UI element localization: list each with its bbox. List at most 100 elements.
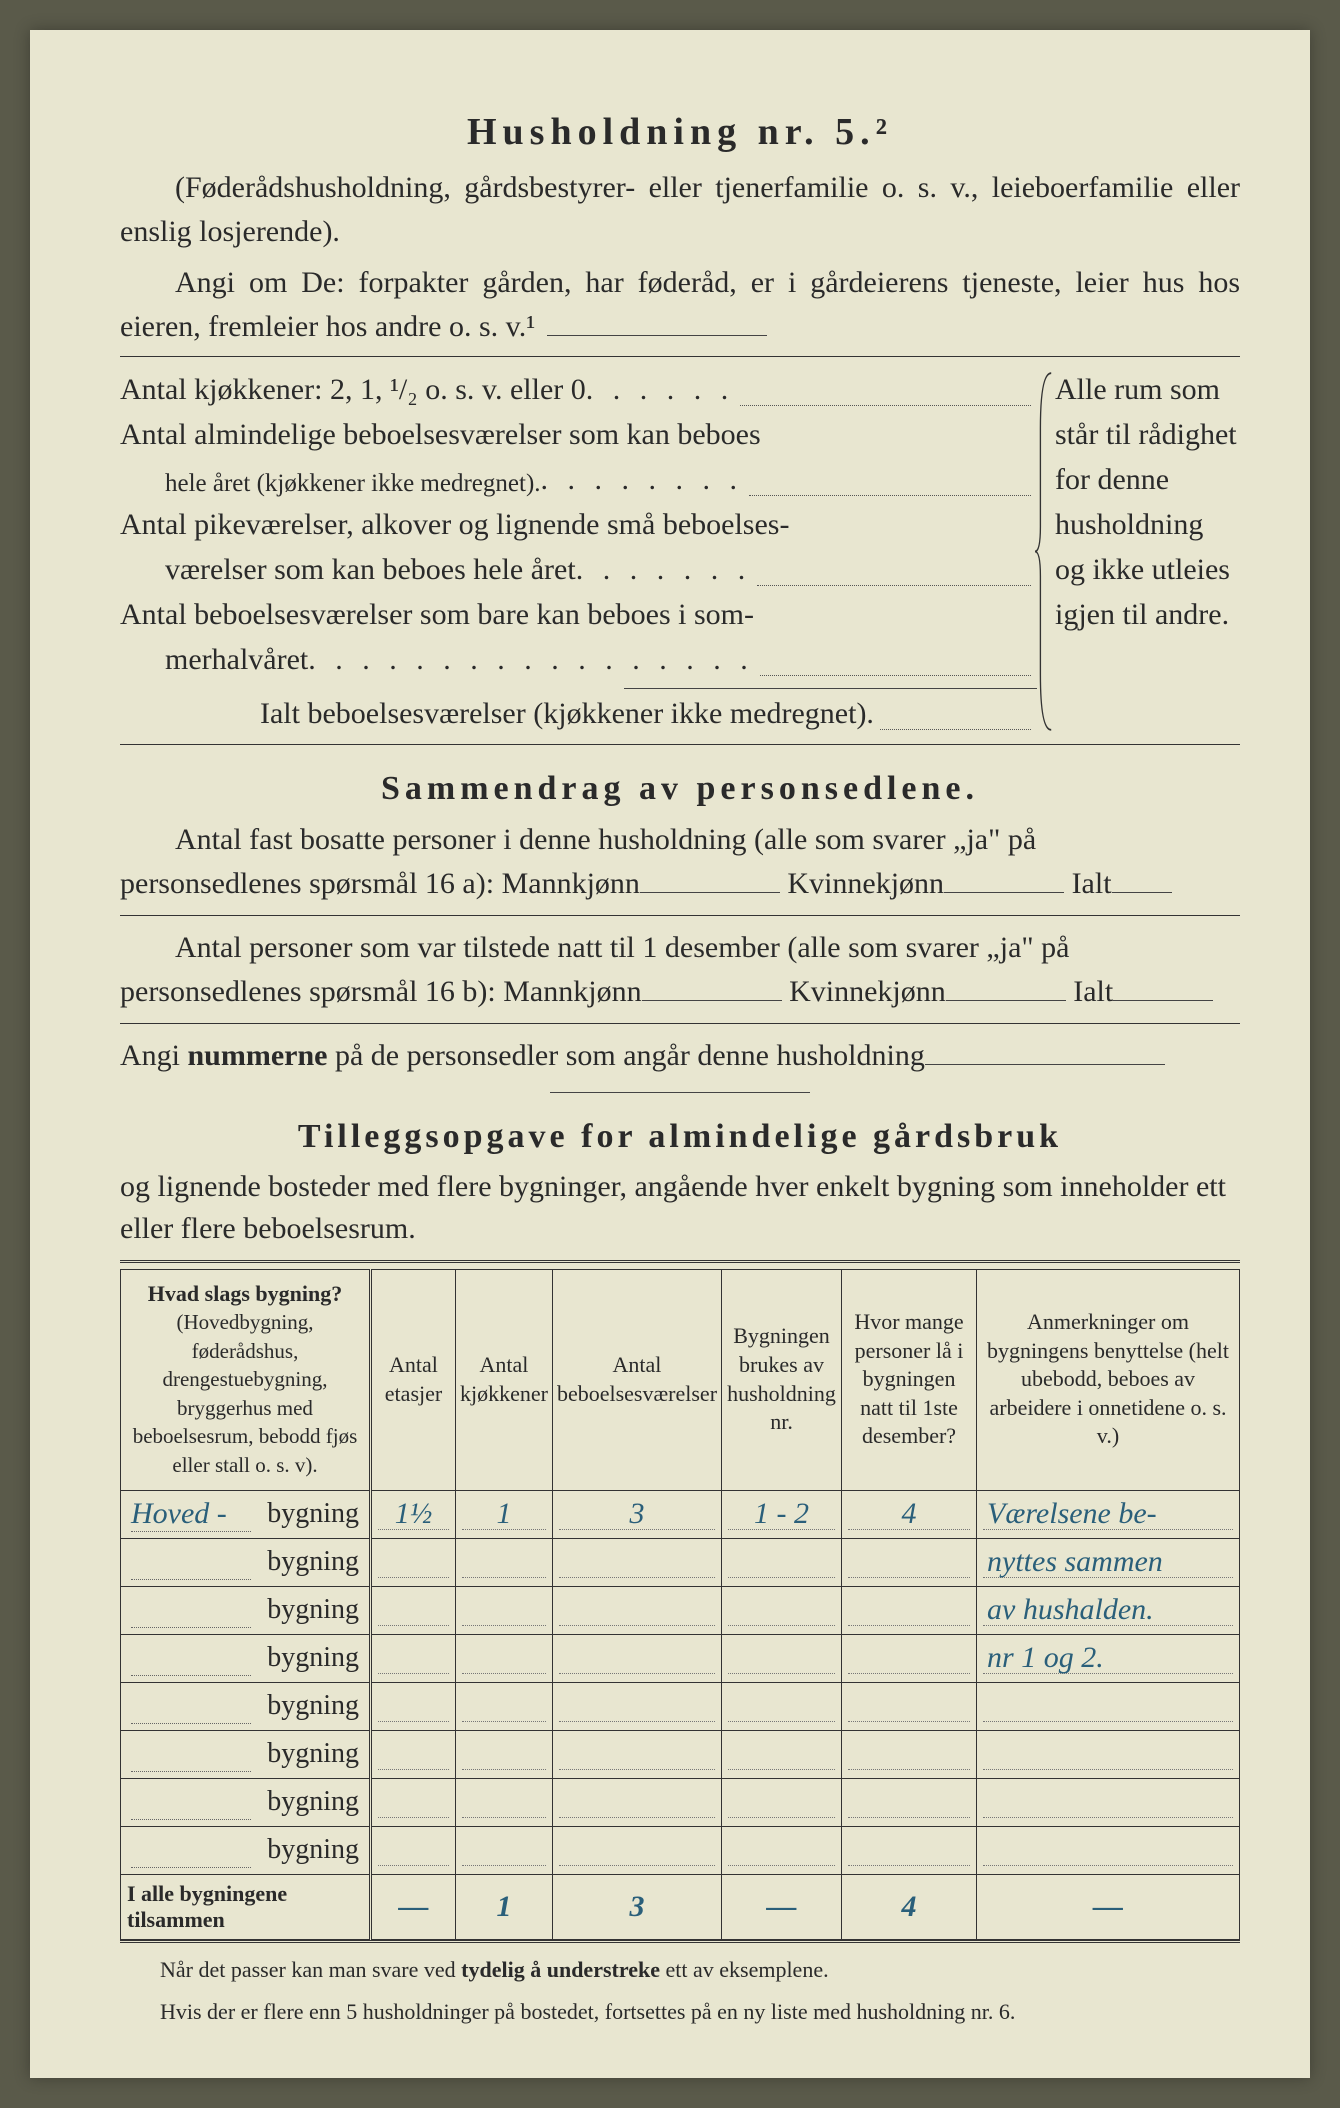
totals-hushold: — (722, 1874, 842, 1939)
footnote-2: Hvis der er flere enn 5 husholdninger på… (120, 1997, 1240, 2028)
hushold-cell (722, 1586, 842, 1634)
kjokkener-cell (456, 1778, 553, 1826)
table-row: bygning av hushalden. (121, 1586, 1240, 1634)
personer-cell (842, 1730, 977, 1778)
hushold-cell (722, 1538, 842, 1586)
th-personer: Hvor mange personer lå i bygningen natt … (842, 1269, 977, 1490)
remarks-cell (977, 1730, 1240, 1778)
kjokkener-cell (456, 1586, 553, 1634)
bygning-type-cell: bygning (121, 1730, 371, 1778)
bygning-type-cell: bygning (121, 1538, 371, 1586)
vaerelser-cell (552, 1634, 721, 1682)
summary-line3: Angi nummerne på de personsedler som ang… (120, 1034, 1240, 1078)
kjokkener-cell (456, 1682, 553, 1730)
totals-etasjer: — (371, 1874, 456, 1939)
table-row: bygning (121, 1682, 1240, 1730)
etasjer-cell (371, 1682, 456, 1730)
bygning-type-cell: bygning (121, 1586, 371, 1634)
table-row: Hoved -bygning1½131 - 24Værelsene be- (121, 1490, 1240, 1538)
personer-cell (842, 1826, 977, 1874)
etasjer-cell (371, 1730, 456, 1778)
totals-label: I alle bygningene tilsammen (121, 1874, 371, 1939)
personer-cell (842, 1586, 977, 1634)
bygning-type-cell: bygning (121, 1682, 371, 1730)
vaerelser-cell (552, 1826, 721, 1874)
rooms-sidenote: Alle rum som står til rådighet for denne… (1055, 367, 1240, 736)
etasjer-cell (371, 1826, 456, 1874)
personer-cell: 4 (842, 1490, 977, 1538)
remarks-cell (977, 1682, 1240, 1730)
rule (120, 915, 1240, 916)
etasjer-cell (371, 1634, 456, 1682)
th-vaerelser: Antal beboelsesværelser (552, 1269, 721, 1490)
rule (120, 356, 1240, 357)
summary-line1: Antal fast bosatte personer i denne hush… (120, 818, 1240, 862)
summary-line1b: personsedlenes spørsmål 16 a): Mannkjønn… (120, 862, 1240, 906)
etasjer-cell: 1½ (371, 1490, 456, 1538)
th-bygning: Hvad slags bygning? (Hovedbygning, føder… (121, 1269, 371, 1490)
vaerelser-cell: 3 (552, 1490, 721, 1538)
th-remarks: Anmerkninger om bygningens benyttelse (h… (977, 1269, 1240, 1490)
hushold-cell (722, 1682, 842, 1730)
etasjer-cell (371, 1538, 456, 1586)
document-page: Husholdning nr. 5.² (Føderådshusholdning… (30, 30, 1310, 2078)
page-title: Husholdning nr. 5.² (120, 110, 1240, 154)
tillegg-intro: og lignende bosteder med flere bygninger… (120, 1166, 1240, 1250)
personer-cell (842, 1634, 977, 1682)
rooms-section: Antal kjøkkener: 2, 1, ¹/₂ o. s. v. elle… (120, 367, 1240, 736)
etasjer-cell (371, 1778, 456, 1826)
hushold-cell (722, 1778, 842, 1826)
summary-title: Sammendrag av personsedlene. (120, 770, 1240, 808)
summary-line2b: personsedlenes spørsmål 16 b): Mannkjønn… (120, 970, 1240, 1014)
remarks-cell: Værelsene be- (977, 1490, 1240, 1538)
remarks-cell: nr 1 og 2. (977, 1634, 1240, 1682)
rule (120, 1023, 1240, 1024)
hushold-cell (722, 1730, 842, 1778)
personer-cell (842, 1538, 977, 1586)
vaerelser-cell (552, 1730, 721, 1778)
table-row: bygning nyttes sammen (121, 1538, 1240, 1586)
kjokkener-cell (456, 1538, 553, 1586)
totals-remark: — (977, 1874, 1240, 1939)
bygning-type-cell: bygning (121, 1778, 371, 1826)
personer-cell (842, 1778, 977, 1826)
double-rule (120, 1940, 1240, 1943)
short-rule (550, 1092, 810, 1093)
kjokkener-cell: 1 (456, 1490, 553, 1538)
hushold-cell: 1 - 2 (722, 1490, 842, 1538)
instruction: Angi om De: forpakter gården, har føderå… (120, 261, 1240, 348)
table-row: bygning (121, 1826, 1240, 1874)
bygning-type-cell: bygning (121, 1826, 371, 1874)
double-rule (120, 1260, 1240, 1263)
th-kjokken: Antal kjøkkener (456, 1269, 553, 1490)
remarks-cell (977, 1826, 1240, 1874)
totals-kjokken: 1 (456, 1874, 553, 1939)
totals-vaerelser: 3 (552, 1874, 721, 1939)
remarks-cell: av hushalden. (977, 1586, 1240, 1634)
table-row: bygning nr 1 og 2. (121, 1634, 1240, 1682)
subtitle: (Føderådshusholdning, gårdsbestyrer- ell… (120, 166, 1240, 253)
summary-line2: Antal personer som var tilstede natt til… (120, 926, 1240, 970)
kjokkener-cell (456, 1730, 553, 1778)
kjokkener-cell (456, 1826, 553, 1874)
tillegg-title: Tilleggsopgave for almindelige gårdsbruk (120, 1118, 1240, 1156)
hushold-cell (722, 1634, 842, 1682)
personer-cell (842, 1682, 977, 1730)
etasjer-cell (371, 1586, 456, 1634)
th-etasjer: Antal etasjer (371, 1269, 456, 1490)
table-row: bygning (121, 1778, 1240, 1826)
vaerelser-cell (552, 1586, 721, 1634)
totals-row: I alle bygningene tilsammen — 1 3 — 4 — (121, 1874, 1240, 1939)
footnote-1: Når det passer kan man svare ved tydelig… (120, 1955, 1240, 1986)
table-header-row: Hvad slags bygning? (Hovedbygning, føder… (121, 1269, 1240, 1490)
brace-icon (1035, 367, 1053, 736)
vaerelser-cell (552, 1682, 721, 1730)
table-row: bygning (121, 1730, 1240, 1778)
rooms-questions: Antal kjøkkener: 2, 1, ¹/₂ o. s. v. elle… (120, 367, 1037, 736)
instruction-fill (547, 335, 767, 336)
bygning-type-cell: bygning (121, 1634, 371, 1682)
remarks-cell: nyttes sammen (977, 1538, 1240, 1586)
bygning-type-cell: Hoved -bygning (121, 1490, 371, 1538)
buildings-table: Hvad slags bygning? (Hovedbygning, føder… (120, 1269, 1240, 1940)
th-hushold: Bygningen brukes av husholdning nr. (722, 1269, 842, 1490)
